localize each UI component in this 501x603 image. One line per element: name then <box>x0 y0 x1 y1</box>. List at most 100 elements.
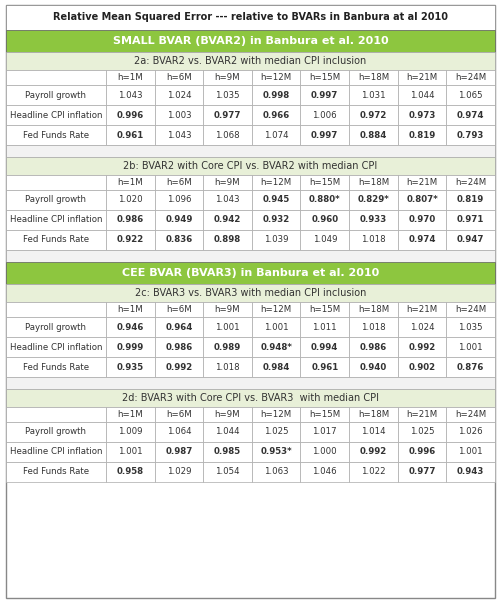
Text: 0.989: 0.989 <box>214 343 241 352</box>
Bar <box>6 30 495 52</box>
Text: 1.018: 1.018 <box>361 236 386 244</box>
Bar <box>349 407 398 422</box>
Text: 1.043: 1.043 <box>118 90 143 99</box>
Text: 1.043: 1.043 <box>215 195 240 204</box>
Bar <box>301 317 349 337</box>
Bar <box>6 337 106 357</box>
Text: 0.898: 0.898 <box>214 236 241 244</box>
Bar <box>6 302 106 317</box>
Text: h=24M: h=24M <box>455 305 486 314</box>
Bar <box>301 70 349 85</box>
Text: 0.999: 0.999 <box>117 343 144 352</box>
Bar <box>301 357 349 377</box>
Bar <box>349 85 398 105</box>
Bar <box>252 70 301 85</box>
Text: 0.992: 0.992 <box>165 362 192 371</box>
Bar <box>155 70 203 85</box>
Text: 1.031: 1.031 <box>361 90 386 99</box>
Text: 1.001: 1.001 <box>215 323 240 332</box>
Text: 1.014: 1.014 <box>361 428 386 437</box>
Text: 0.946: 0.946 <box>117 323 144 332</box>
Bar <box>252 357 301 377</box>
Bar <box>106 302 155 317</box>
Bar <box>155 422 203 442</box>
Text: 1.018: 1.018 <box>361 323 386 332</box>
Text: 1.022: 1.022 <box>361 467 386 476</box>
Text: 0.994: 0.994 <box>311 343 339 352</box>
Bar <box>349 317 398 337</box>
Text: 0.997: 0.997 <box>311 130 339 139</box>
Bar <box>252 422 301 442</box>
Text: Headline CPI inflation: Headline CPI inflation <box>10 215 102 224</box>
Bar <box>252 210 301 230</box>
Text: 1.001: 1.001 <box>458 447 483 456</box>
Bar <box>6 284 495 302</box>
Bar <box>203 357 252 377</box>
Bar <box>398 422 446 442</box>
Bar <box>6 157 495 175</box>
Bar <box>398 105 446 125</box>
Bar <box>155 357 203 377</box>
Bar <box>349 105 398 125</box>
Text: 0.992: 0.992 <box>408 343 436 352</box>
Bar <box>252 85 301 105</box>
Bar <box>6 70 106 85</box>
Text: h=9M: h=9M <box>215 410 240 419</box>
Bar <box>446 337 495 357</box>
Text: 1.017: 1.017 <box>313 428 337 437</box>
Text: 1.065: 1.065 <box>458 90 483 99</box>
Bar <box>398 175 446 190</box>
Text: 1.003: 1.003 <box>167 110 191 119</box>
Bar <box>398 357 446 377</box>
Bar <box>301 190 349 210</box>
Text: 0.974: 0.974 <box>457 110 484 119</box>
Text: 1.025: 1.025 <box>410 428 434 437</box>
Bar <box>203 230 252 250</box>
Bar <box>106 70 155 85</box>
Text: h=1M: h=1M <box>117 305 143 314</box>
Text: 0.819: 0.819 <box>408 130 436 139</box>
Bar <box>349 230 398 250</box>
Bar <box>106 85 155 105</box>
Bar <box>398 70 446 85</box>
Text: Headline CPI inflation: Headline CPI inflation <box>10 447 102 456</box>
Text: 2d: BVAR3 with Core CPI vs. BVAR3  with median CPI: 2d: BVAR3 with Core CPI vs. BVAR3 with m… <box>122 393 379 403</box>
Text: 1.024: 1.024 <box>167 90 191 99</box>
Text: h=18M: h=18M <box>358 305 389 314</box>
Bar <box>349 302 398 317</box>
Bar <box>398 337 446 357</box>
Text: 0.973: 0.973 <box>408 110 436 119</box>
Bar <box>155 85 203 105</box>
Bar <box>6 230 106 250</box>
Text: Fed Funds Rate: Fed Funds Rate <box>23 467 89 476</box>
Bar <box>106 407 155 422</box>
Bar <box>203 337 252 357</box>
Bar <box>155 210 203 230</box>
Bar <box>6 85 106 105</box>
Bar <box>155 302 203 317</box>
Text: 1.063: 1.063 <box>264 467 289 476</box>
Text: 0.964: 0.964 <box>165 323 192 332</box>
Text: 1.020: 1.020 <box>118 195 143 204</box>
Bar <box>252 190 301 210</box>
Bar <box>301 105 349 125</box>
Bar <box>6 422 106 442</box>
Bar <box>6 125 106 145</box>
Text: 1.039: 1.039 <box>264 236 289 244</box>
Text: 0.977: 0.977 <box>214 110 241 119</box>
Text: 1.009: 1.009 <box>118 428 143 437</box>
Text: 0.966: 0.966 <box>263 110 290 119</box>
Text: 0.986: 0.986 <box>117 215 144 224</box>
Text: 0.986: 0.986 <box>360 343 387 352</box>
Text: 1.000: 1.000 <box>313 447 337 456</box>
Text: 1.029: 1.029 <box>167 467 191 476</box>
Bar <box>6 262 495 284</box>
Text: 0.884: 0.884 <box>360 130 387 139</box>
Bar <box>155 407 203 422</box>
Bar <box>155 230 203 250</box>
Bar <box>106 317 155 337</box>
Bar <box>106 105 155 125</box>
Bar <box>301 85 349 105</box>
Bar <box>252 230 301 250</box>
Bar <box>106 422 155 442</box>
